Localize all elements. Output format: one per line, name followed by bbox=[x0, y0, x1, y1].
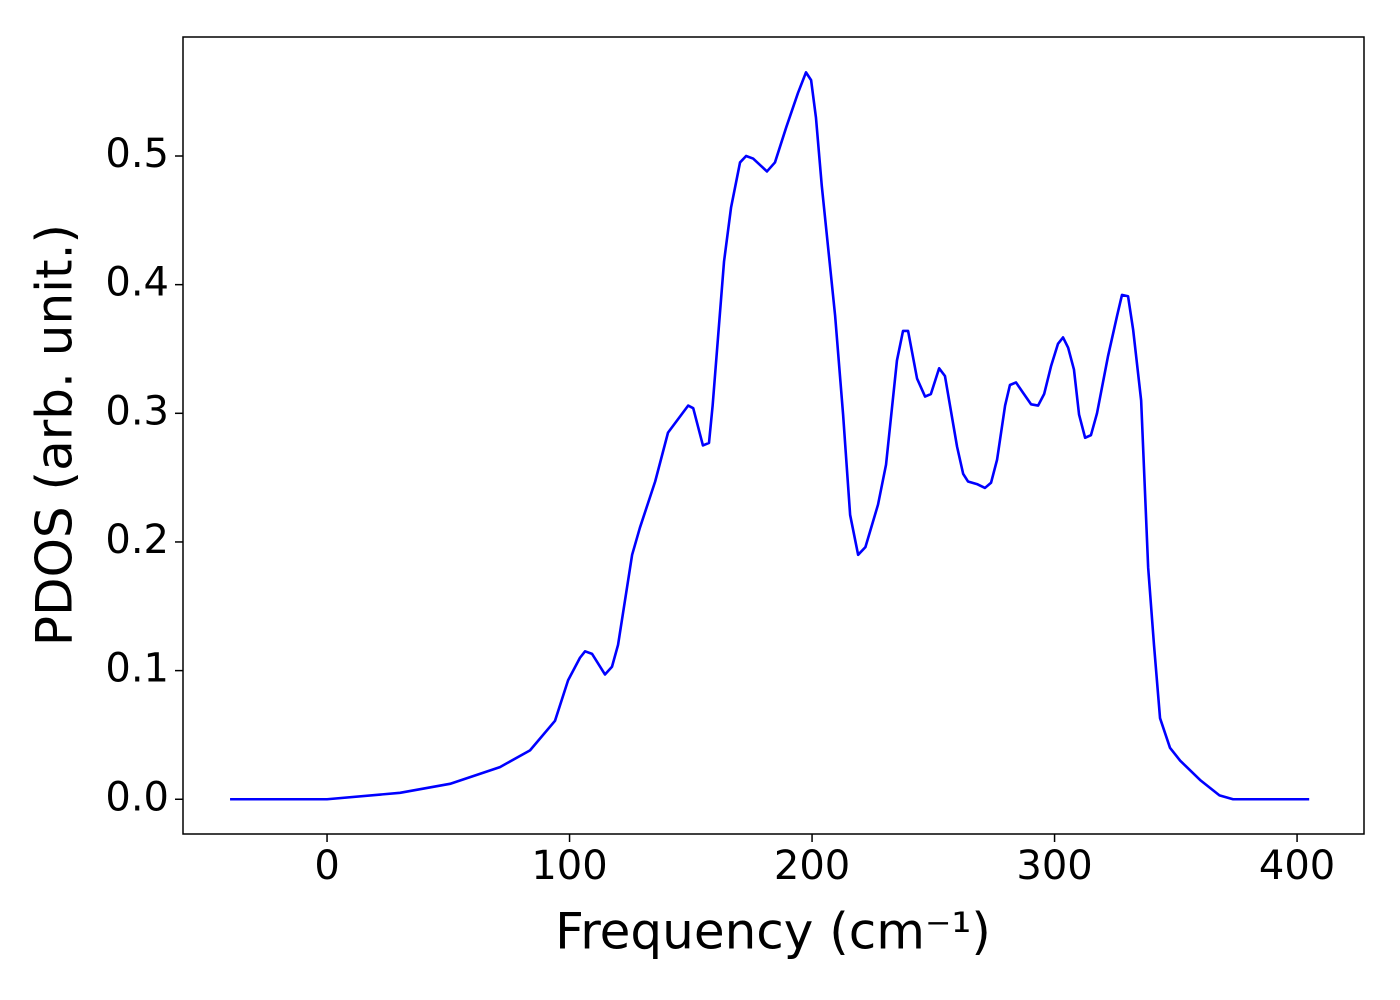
x-tick-label: 0 bbox=[314, 843, 339, 889]
y-tick-label: 0.5 bbox=[105, 131, 169, 177]
y-axis-label: PDOS (arb. unit.) bbox=[26, 224, 84, 646]
y-tick-label: 0.0 bbox=[105, 774, 169, 820]
y-tick-label: 0.1 bbox=[105, 646, 169, 692]
x-tick-label: 400 bbox=[1259, 843, 1335, 889]
x-tick-label: 300 bbox=[1016, 843, 1092, 889]
plot-frame bbox=[182, 36, 1365, 835]
x-tick-label: 100 bbox=[531, 843, 607, 889]
data-line bbox=[230, 71, 1310, 801]
y-tick-label: 0.3 bbox=[105, 388, 169, 434]
y-tick-label: 0.4 bbox=[105, 260, 169, 306]
x-axis-label: Frequency (cm⁻¹) bbox=[555, 903, 991, 961]
y-tick-label: 0.2 bbox=[105, 517, 169, 563]
x-tick-label: 200 bbox=[774, 843, 850, 889]
